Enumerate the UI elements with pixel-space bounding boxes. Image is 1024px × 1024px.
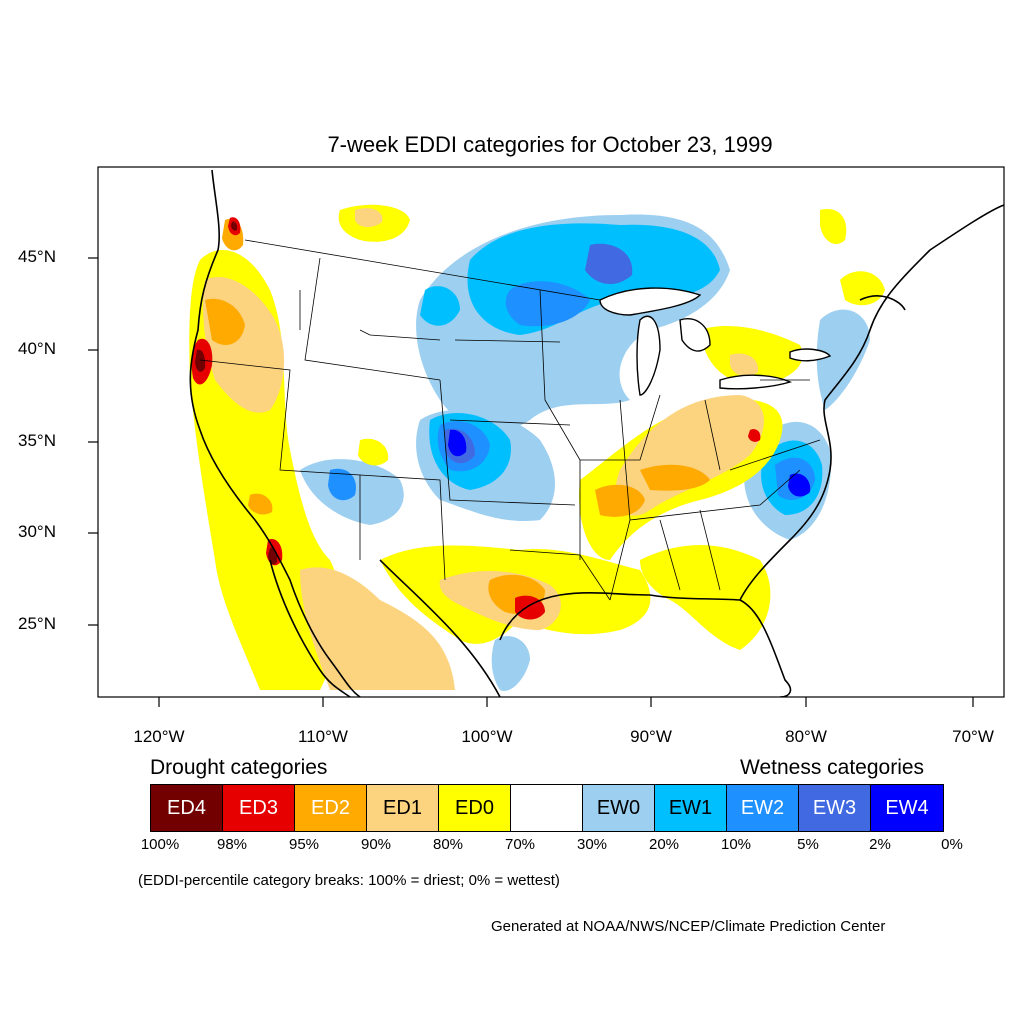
legend-label-ew3: EW3 — [812, 796, 857, 819]
legend-label-ed2: ED2 — [311, 796, 350, 819]
state-borders — [199, 239, 821, 601]
map-frame — [97, 166, 1005, 698]
ew3-north — [585, 243, 633, 285]
ed1-midwest — [730, 353, 759, 377]
break-label: 70% — [504, 836, 536, 853]
wetness-heading: Wetness categories — [740, 756, 925, 779]
legend-label-ed3: ED3 — [239, 796, 278, 819]
lat-label-25: 25°N — [18, 614, 56, 633]
legend-cell-ed0: ED0 — [439, 785, 511, 831]
legend-label-ew1: EW1 — [668, 796, 713, 819]
map-title: 7-week EDDI categories for October 23, 1… — [327, 132, 773, 157]
credit-line: Generated at NOAA/NWS/NCEP/Climate Predi… — [491, 918, 886, 935]
legend-cell-ed2: ED2 — [295, 785, 367, 831]
ew4-southeast — [788, 473, 811, 497]
ed1-idaho — [355, 208, 383, 228]
ed1-arizona — [300, 567, 455, 690]
ed4-washington — [231, 221, 238, 231]
legend-label-ew0: EW0 — [596, 796, 641, 819]
legend-label-ew2: EW2 — [740, 796, 785, 819]
legend-cell-ew2: EW2 — [727, 785, 799, 831]
break-label: 0% — [941, 836, 963, 853]
lat-label-35: 35°N — [18, 431, 56, 450]
ed2-southwest-coast — [248, 493, 273, 515]
ed0-southeast-coast — [640, 545, 771, 650]
legend-label-ed4: ED4 — [167, 796, 206, 819]
break-label: 98% — [216, 836, 248, 853]
ew4-plains — [448, 429, 467, 457]
great-lakes — [599, 287, 832, 396]
break-label: 5% — [797, 836, 819, 853]
lon-label-70: 70°W — [952, 727, 994, 746]
break-label: 2% — [869, 836, 891, 853]
axis-ticks — [88, 257, 974, 707]
legend-cell-ew4: EW4 — [871, 785, 943, 831]
legend-cell-ed3: ED3 — [223, 785, 295, 831]
lon-label-80: 80°W — [785, 727, 827, 746]
coastlines — [189, 169, 1004, 697]
drought-heading: Drought categories — [150, 756, 328, 779]
ew1-north-west — [420, 286, 460, 326]
legend-cell-ed4: ED4 — [151, 785, 223, 831]
lat-label-30: 30°N — [18, 522, 56, 541]
ew2-southwest — [328, 468, 356, 501]
ed4-california — [195, 349, 206, 372]
lat-label-40: 40°N — [18, 339, 56, 358]
legend-cell-ew1: EW1 — [655, 785, 727, 831]
legend-label-ed1: ED1 — [383, 796, 422, 819]
ed2-tennessee — [640, 464, 710, 491]
legend-label-ew4: EW4 — [885, 796, 929, 819]
legend-cell-ed1: ED1 — [367, 785, 439, 831]
ed0-great-lakes — [700, 325, 803, 385]
legend-cell-neutral — [511, 785, 583, 831]
lon-label-120: 120°W — [133, 727, 185, 746]
ed2-oregon — [205, 298, 245, 345]
ew2-north — [505, 281, 590, 327]
ew0-gulf — [491, 636, 530, 691]
ed0-plains-spots — [358, 438, 389, 466]
break-label: 100% — [140, 836, 180, 853]
lon-label-100: 100°W — [461, 727, 513, 746]
break-label: 20% — [648, 836, 680, 853]
ew0-northeast — [816, 309, 870, 410]
ed2-arkansas — [595, 484, 645, 517]
ed3-kentucky — [748, 429, 761, 442]
legend-cell-ew3: EW3 — [799, 785, 871, 831]
ed0-maine — [840, 271, 885, 306]
ed0-northeast — [820, 209, 847, 245]
break-label: 90% — [360, 836, 392, 853]
category-note: (EDDI-percentile category breaks: 100% =… — [138, 872, 560, 889]
break-label: 30% — [576, 836, 608, 853]
break-label: 10% — [720, 836, 752, 853]
break-label: 95% — [288, 836, 320, 853]
lon-label-90: 90°W — [630, 727, 672, 746]
lon-label-110: 110°W — [298, 727, 348, 746]
legend-label-ed0: ED0 — [455, 796, 494, 819]
lat-label-45: 45°N — [18, 247, 56, 266]
legend-cell-ew0: EW0 — [583, 785, 655, 831]
category-legend: ED4 ED3 ED2 ED1 ED0 EW0 EW1 EW2 EW3 EW4 — [150, 784, 944, 832]
break-label: 80% — [432, 836, 464, 853]
